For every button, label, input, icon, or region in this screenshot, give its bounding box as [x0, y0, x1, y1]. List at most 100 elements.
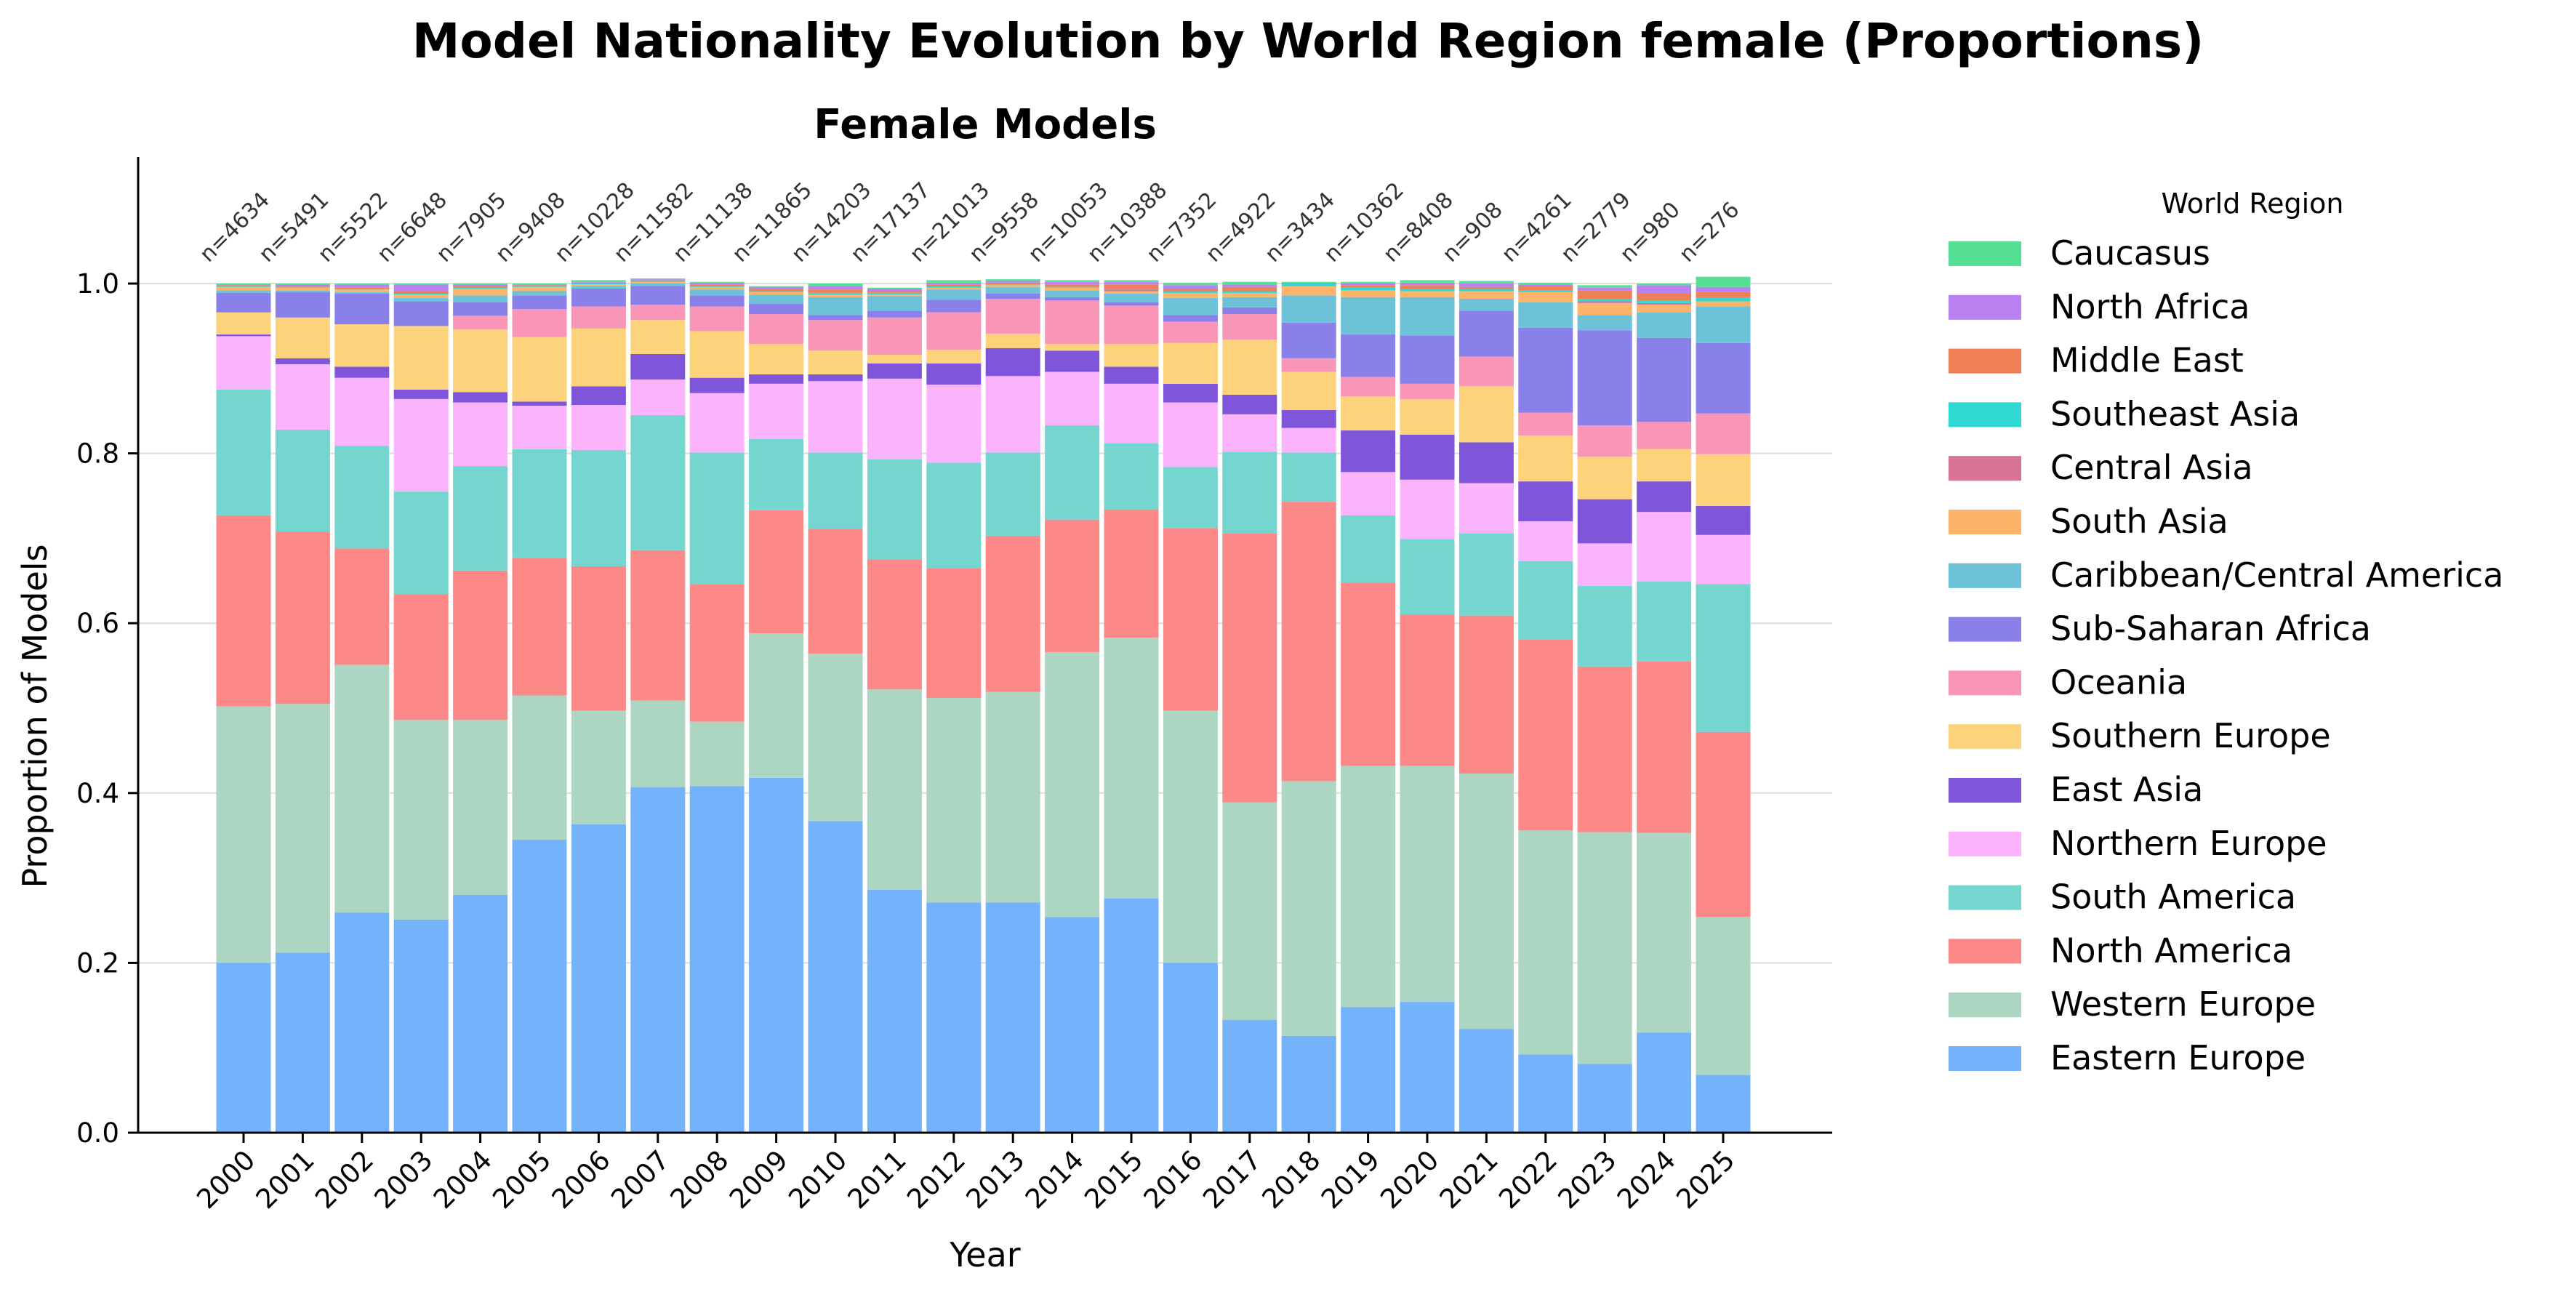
bar-segment: [1577, 832, 1632, 1064]
bar-segment: [453, 316, 508, 330]
x-tick-label: 2023: [1552, 1144, 1623, 1215]
bar-segment: [689, 377, 745, 393]
bar-segment: [275, 531, 330, 704]
bar-segment: [1281, 286, 1336, 296]
bar-segment: [275, 364, 330, 430]
bar-segment: [275, 952, 330, 1133]
bar-segment: [1518, 286, 1573, 291]
bar-segment: [512, 558, 567, 696]
bar-segment: [275, 358, 330, 364]
x-tick-label: 2020: [1374, 1144, 1445, 1215]
legend-swatch: [1949, 510, 2021, 534]
bar-segment: [689, 306, 745, 332]
bar-segment: [630, 550, 686, 701]
bar-segment: [393, 720, 449, 920]
y-tick-label: 0.2: [76, 947, 119, 979]
bar-segment: [985, 348, 1040, 377]
bar-segment: [453, 466, 508, 571]
bar-segment: [571, 449, 626, 566]
bar-segment: [630, 281, 686, 284]
bar-segment: [393, 284, 449, 292]
bar-segment: [867, 689, 922, 890]
bar-segment: [985, 452, 1040, 536]
bar-segment: [1222, 284, 1277, 287]
bar-segment: [1518, 412, 1573, 436]
bar-segment: [985, 333, 1040, 348]
bar-segment: [1637, 302, 1692, 305]
bar-segment: [749, 510, 804, 634]
bar-segment: [1518, 302, 1573, 328]
bar-segment: [1696, 506, 1751, 535]
bar-segment: [275, 284, 330, 286]
bar-segment: [1577, 287, 1632, 291]
bar-segment: [334, 287, 390, 289]
bar-segment: [1637, 832, 1692, 1033]
bar-segment: [1637, 337, 1692, 422]
bar-segment: [749, 314, 804, 344]
bar-segment: [630, 353, 686, 380]
bar-segment: [334, 664, 390, 913]
bar-segment: [985, 299, 1040, 334]
bar-segment: [393, 398, 449, 492]
bar-segment: [512, 295, 567, 310]
bar-segment: [808, 297, 863, 316]
bar-segment: [1045, 651, 1100, 917]
bar-segment: [453, 284, 508, 286]
bar-segment: [1222, 802, 1277, 1020]
bar-segment: [985, 282, 1040, 285]
x-tick-label: 2009: [723, 1144, 794, 1215]
legend-title: World Region: [2161, 188, 2343, 220]
bar-segment: [689, 721, 745, 787]
bar-segment: [453, 570, 508, 720]
bar-segment: [216, 290, 271, 293]
bar-segment: [216, 284, 271, 286]
bar-segment: [393, 297, 449, 302]
bar-segment: [1400, 280, 1455, 283]
bar-segment: [1637, 305, 1692, 313]
bar-segment: [926, 697, 982, 903]
bar-segment: [867, 355, 922, 364]
bar-segment: [749, 383, 804, 439]
bar-segment: [985, 902, 1040, 1133]
bar-segment: [1104, 294, 1159, 302]
bar-segment: [1637, 284, 1692, 286]
bar-segment: [1577, 499, 1632, 544]
bar-segment: [985, 285, 1040, 287]
bar-segment: [512, 285, 567, 286]
bar-segment: [1281, 410, 1336, 428]
bar-segment: [1518, 830, 1573, 1055]
bar-segment: [1281, 427, 1336, 453]
bar-segment: [1222, 307, 1277, 315]
legend-swatch: [1949, 724, 2021, 750]
x-tick-label: 2017: [1197, 1144, 1267, 1215]
x-tick-label: 2011: [842, 1144, 912, 1215]
bar-segment: [689, 786, 745, 1133]
bar-segment: [808, 452, 863, 529]
bar-segment: [749, 633, 804, 778]
bar-segment: [334, 289, 390, 292]
bar-segment: [216, 285, 271, 286]
bar-segment: [1400, 383, 1455, 399]
bar-segment: [1222, 286, 1277, 292]
bar-segment: [1341, 290, 1396, 297]
legend-label: Southeast Asia: [2050, 394, 2300, 433]
bar-segment: [1341, 430, 1396, 473]
bar-segment: [985, 279, 1040, 281]
bar-segment: [1341, 284, 1396, 286]
bar-segment: [1222, 292, 1277, 297]
legend-label: East Asia: [2050, 770, 2203, 809]
bar-segment: [1104, 383, 1159, 443]
bar-segment: [749, 438, 804, 510]
bar-segment: [1045, 281, 1100, 285]
legend-label: Northern Europe: [2050, 824, 2327, 863]
bar-segment: [512, 449, 567, 558]
bar-segment: [393, 594, 449, 720]
bar-segment: [1104, 443, 1159, 510]
bar-segment: [926, 902, 982, 1133]
bar-segment: [1281, 284, 1336, 286]
bar-segment: [334, 377, 390, 446]
bar-segment: [1518, 639, 1573, 831]
bar-segment: [1458, 284, 1514, 287]
bar-segment: [1222, 297, 1277, 308]
